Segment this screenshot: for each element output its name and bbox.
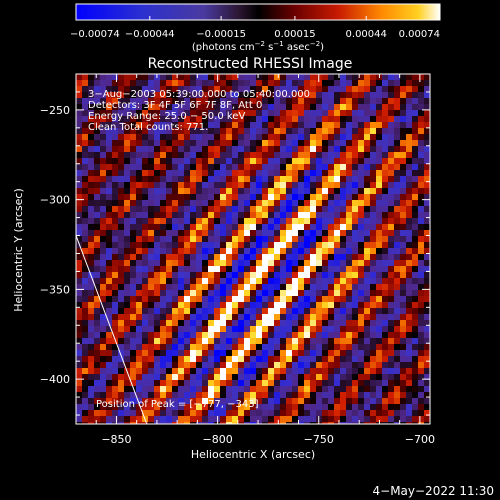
axis-ticks: −850 −800 −750 −700 −250 −300 −350 −400 <box>40 73 435 446</box>
chart-title: Reconstructed RHESSI Image <box>148 56 353 72</box>
x-tick-label: −800 <box>202 433 232 446</box>
x-tick-label: −750 <box>304 433 334 446</box>
colorbar-tick-label: 0.00044 <box>346 29 387 40</box>
colorbar <box>75 3 441 21</box>
plot-frame <box>75 73 431 425</box>
colorbar-tick-label: −0.00074 <box>70 29 120 40</box>
colorbar-tick-label: 0.00015 <box>274 29 315 40</box>
heatmap-image <box>76 74 430 424</box>
colorbar-ticks: −0.00074 −0.00044 −0.00015 0.00015 0.00044 0.… <box>70 16 441 40</box>
peak-position-label: Position of Peak = [−777, −343] <box>96 399 259 410</box>
observation-info: 3−Aug−2003 05:39:00.000 to 05:40:00.000D… <box>88 89 310 133</box>
info-line: Energy Range: 25.0 − 50.0 keV <box>88 111 245 122</box>
x-axis-label: Heliocentric X (arcsec) <box>191 448 315 461</box>
colorbar-units: (photons cm−2 s−1 asec−2) <box>192 40 324 53</box>
info-line: 3−Aug−2003 05:39:00.000 to 05:40:00.000 <box>88 89 310 100</box>
y-axis-label: Heliocentric Y (arcsec) <box>12 188 25 312</box>
info-line: Detectors: 3F 4F 5F 6F 7F 8F, Att 0 <box>88 100 262 111</box>
colorbar-tick-label: 0.00074 <box>399 29 440 40</box>
footer-timestamp: 4−May−2022 11:30 <box>373 484 495 498</box>
x-tick-label: −850 <box>101 433 131 446</box>
y-tick-label: −300 <box>40 194 70 207</box>
x-tick-label: −700 <box>405 433 435 446</box>
info-line: Clean Total counts: 771. <box>88 122 208 133</box>
solar-limb-line <box>76 235 148 424</box>
y-tick-label: −400 <box>40 373 70 386</box>
y-tick-label: −350 <box>40 283 70 296</box>
colorbar-tick-label: −0.00015 <box>196 29 246 40</box>
colorbar-tick-label: −0.00044 <box>125 29 175 40</box>
y-tick-label: −250 <box>40 104 70 117</box>
